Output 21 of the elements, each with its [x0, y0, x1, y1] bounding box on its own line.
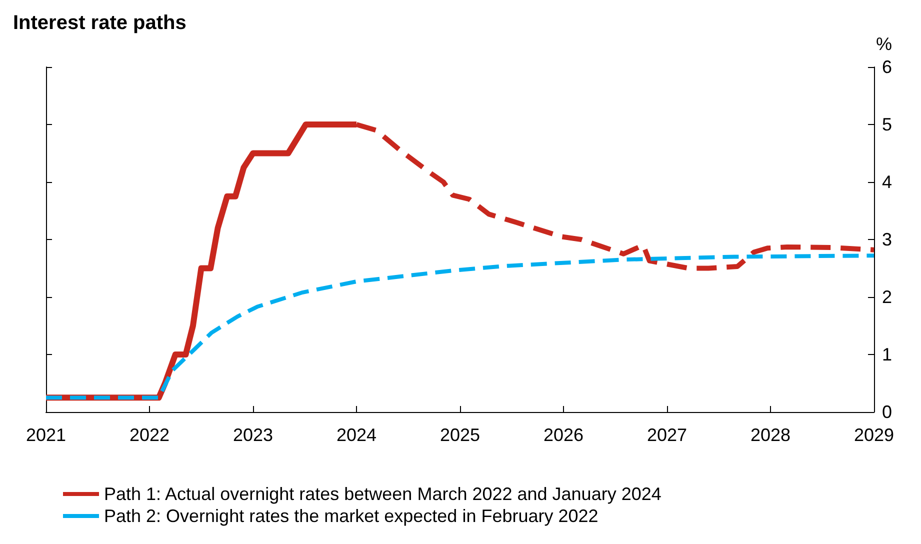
x-tick-label: 2023	[232, 425, 274, 445]
x-tick-label: 2028	[750, 425, 791, 445]
x-tick-label: 2025	[440, 425, 480, 445]
y-tick-label: 2	[882, 287, 892, 307]
y-tick-label: 1	[882, 344, 892, 364]
y-tick-label: 4	[882, 172, 892, 192]
chart-title: Interest rate paths	[13, 12, 186, 34]
x-tick-label: 2021	[26, 425, 66, 445]
x-tick-label: 2029	[854, 425, 894, 445]
line-series	[44, 254, 876, 400]
y-tick-label: 3	[882, 230, 892, 250]
legend-label: Path 1: Actual overnight rates between March 2022 and January 2024	[104, 484, 662, 504]
y-tick-label: 5	[882, 114, 892, 134]
x-tick-label: 2027	[646, 425, 688, 445]
x-tick-label: 2022	[129, 425, 170, 445]
y-axis-title: %	[876, 34, 892, 54]
legend-label: Path 2: Overnight rates the market expected in February 2022	[104, 506, 598, 526]
y-tick-label: 6	[882, 57, 892, 77]
x-tick-label: 2026	[543, 425, 584, 445]
x-tick-label: 2024	[336, 425, 377, 445]
y-tick-label: 0	[882, 402, 892, 422]
